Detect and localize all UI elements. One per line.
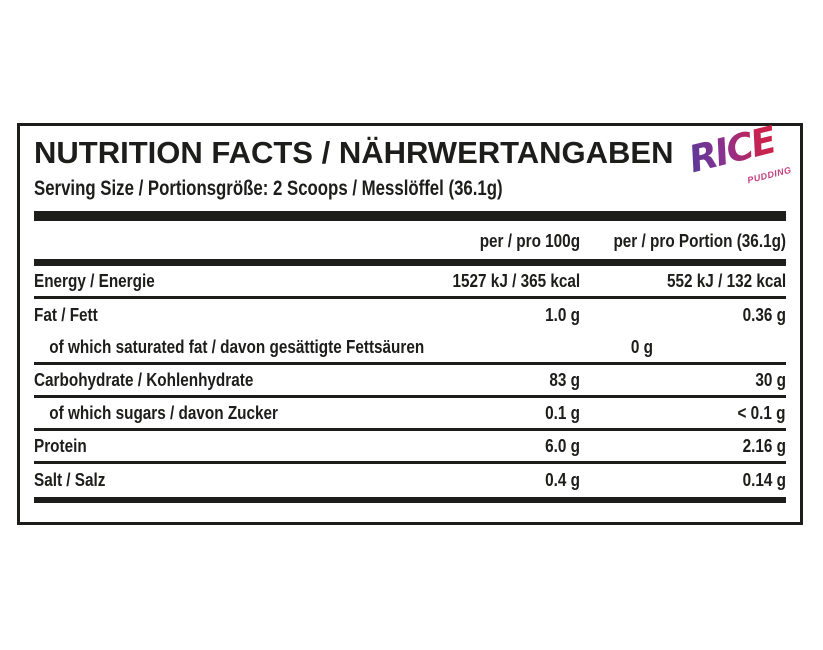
per-100g-value: 1527 kJ / 365 kcal (452, 270, 580, 291)
page-title: NUTRITION FACTS / NÄHRWERTANGABEN (34, 135, 674, 170)
column-headers: per / pro 100g per / pro Portion (36.1g) (34, 221, 786, 257)
per-100g-value: 0.1 g (545, 402, 580, 423)
per-100g-value: 6.0 g (545, 435, 580, 456)
table-row: Fat / Fett 1.0 g 0.36 g (34, 299, 786, 332)
header-divider-bar (34, 259, 786, 266)
serving-size-text: Serving Size / Portionsgröße: 2 Scoops /… (34, 177, 503, 200)
table-row: of which saturated fat / davon gesättigt… (34, 332, 786, 365)
per-100g-value: 83 g (549, 369, 580, 390)
nutrient-name: of which saturated fat / davon gesättigt… (49, 336, 425, 357)
nutrient-name: Protein (34, 435, 87, 456)
per-portion-value: 0.36 g (742, 305, 786, 325)
per-100g-value: 0.4 g (545, 470, 580, 490)
table-row: of which sugars / davon Zucker 0.1 g < 0… (34, 398, 786, 431)
nutrient-name: Salt / Salz (34, 470, 106, 490)
pudding-logo-text: PUDDING (746, 164, 793, 186)
top-divider-bar (34, 211, 786, 221)
per-portion-value: 2.16 g (742, 435, 786, 456)
nutrition-table: Energy / Energie 1527 kJ / 365 kcal 552 … (34, 266, 786, 497)
table-row: Carbohydrate / Kohlenhydrate 83 g 30 g (34, 365, 786, 398)
per-portion-value: 0.14 g (742, 470, 786, 490)
nutrient-name: Fat / Fett (34, 305, 98, 325)
table-row: Energy / Energie 1527 kJ / 365 kcal 552 … (34, 266, 786, 299)
nutrient-name: of which sugars / davon Zucker (49, 402, 279, 423)
per-portion-value: 552 kJ / 132 kcal (666, 270, 786, 291)
per-100g-value: 1.0 g (545, 305, 580, 325)
nutrient-name: Carbohydrate / Kohlenhydrate (34, 369, 254, 390)
nutrient-name: Energy / Energie (34, 270, 155, 291)
table-row: Salt / Salz 0.4 g 0.14 g (34, 464, 786, 497)
per-portion-column-header: per / pro Portion (36.1g) (613, 231, 786, 251)
rice-pudding-logo: RICE PUDDING (674, 118, 797, 209)
nutrition-label: RICE PUDDING NUTRITION FACTS / NÄHRWERTA… (17, 119, 803, 525)
per-portion-value: < 0.1 g (737, 402, 786, 423)
per-100g-column-header: per / pro 100g (479, 231, 580, 251)
table-row: Protein 6.0 g 2.16 g (34, 431, 786, 464)
bottom-divider-bar (34, 497, 786, 503)
per-100g-value: 0 g (630, 336, 654, 357)
per-portion-value: 30 g (755, 369, 786, 390)
